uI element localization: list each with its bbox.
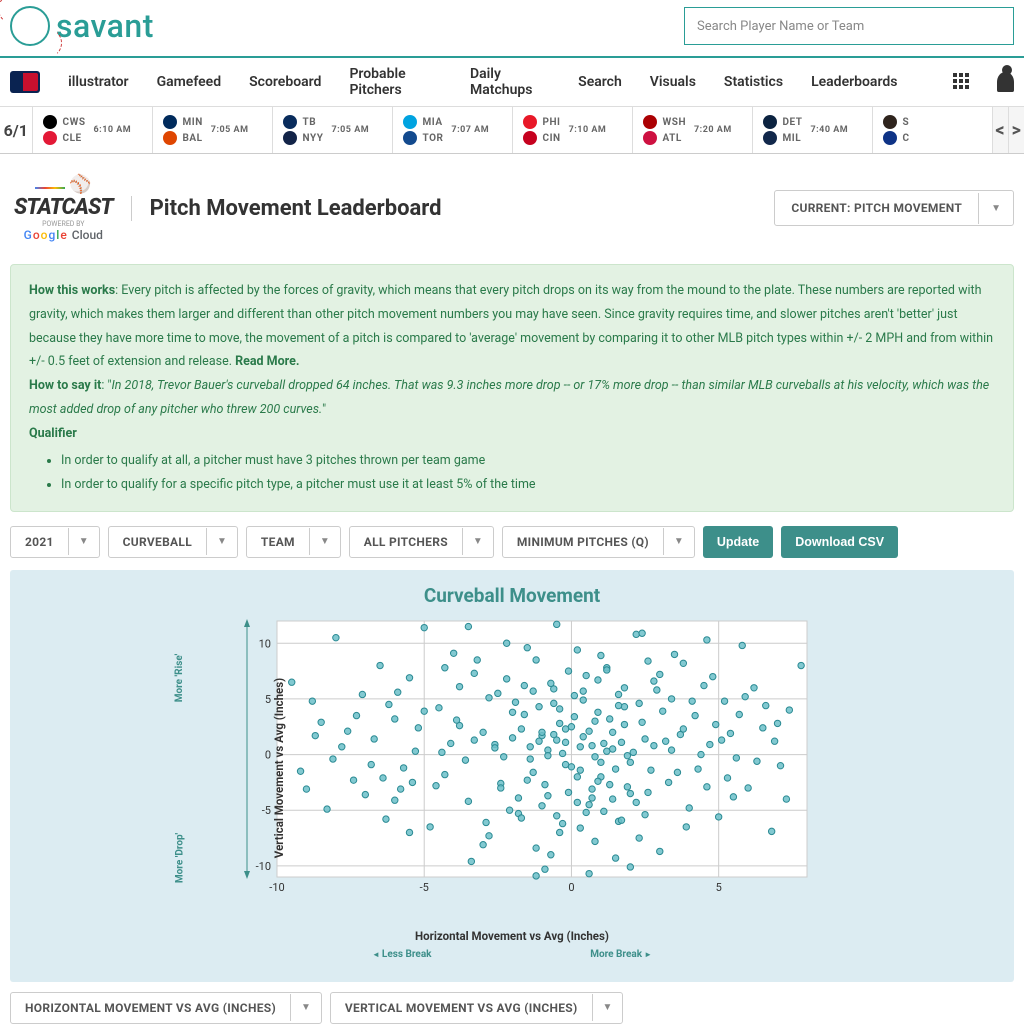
qualifier-item: In order to qualify for a specific pitch… [61,473,995,497]
chart-title: Curveball Movement [20,584,1004,607]
google-cloud-logo: GoogleCloud [24,228,103,242]
nav-link[interactable]: Gamefeed [157,74,222,90]
top-header: savant Search Player Name or Team [0,0,1024,58]
chart-panel: Curveball Movement More 'Rise' More 'Dro… [10,570,1014,982]
scatter-plot: -10 -5 0 5 -10 -5 0 5 10 [237,613,817,903]
statcast-text: STATCAST [14,195,113,220]
current-view-dropdown[interactable]: CURRENT: PITCH MOVEMENT ▼ [774,190,1014,226]
chevron-down-icon: ▼ [309,528,340,555]
y-rise-label: More 'Rise' [174,654,185,703]
svg-text:0: 0 [265,748,271,761]
scorebar-game[interactable]: S C [873,107,993,153]
statcast-logo: ⚾ STATCAST POWERED BY GoogleCloud [14,174,113,242]
scorebar-game[interactable]: DET MIL 7:40 AM [753,107,873,153]
x-axis-label: Horizontal Movement vs Avg (Inches) [20,929,1004,943]
chevron-down-icon: ▼ [978,193,1013,224]
pitchers-dropdown[interactable]: ALL PITCHERS▼ [349,526,494,558]
read-more-link[interactable]: Read More. [235,354,299,369]
x-more-break-label: More Break [590,949,652,960]
scorebar-game[interactable]: MIA TOR 7:07 AM [393,107,513,153]
scorebar-game[interactable]: WSH ATL 7:20 AM [633,107,753,153]
nav-link[interactable]: Daily Matchups [470,66,550,98]
chevron-down-icon: ▼ [462,528,493,555]
scorebar-game[interactable]: CWS CLE 6:10 AM [33,107,153,153]
svg-text:5: 5 [716,881,722,894]
mlb-logo-icon[interactable] [10,71,40,93]
svg-text:5: 5 [265,693,271,706]
page-title: Pitch Movement Leaderboard [131,196,442,221]
info-qualifier-label: Qualifier [29,426,77,441]
filter-bar: 2021▼ CURVEBALL▼ TEAM▼ ALL PITCHERS▼ MIN… [0,522,1024,570]
svg-text:-10: -10 [269,881,284,894]
y-axis-label: Vertical Movement vs Avg (Inches) [272,678,286,858]
scorebar-game[interactable]: MIN BAL 7:05 AM [153,107,273,153]
svg-text:0: 0 [568,881,574,894]
scorebar-next-button[interactable]: > [1009,107,1024,153]
nav-link[interactable]: Search [578,74,622,90]
nav-link[interactable]: Leaderboards [811,74,897,90]
brand-text: savant [56,7,154,45]
svg-text:-5: -5 [420,881,429,894]
chevron-down-icon: ▼ [592,994,623,1021]
scorebar: 6/1 CWS CLE 6:10 AM MIN BAL 7:05 AM TB N… [0,107,1024,154]
scorebar-game[interactable]: TB NYY 7:05 AM [273,107,393,153]
nav-link[interactable]: Visuals [650,74,696,90]
nav-link[interactable]: Statistics [724,74,783,90]
search-input[interactable]: Search Player Name or Team [684,7,1014,45]
baseball-icon [10,6,50,46]
page-head: ⚾ STATCAST POWERED BY GoogleCloud Pitch … [0,154,1024,258]
user-icon[interactable] [997,72,1014,92]
min-pitches-dropdown[interactable]: MINIMUM PITCHES (Q)▼ [502,526,695,558]
chevron-down-icon: ▼ [663,528,694,555]
apps-grid-icon[interactable] [953,73,969,91]
qualifier-item: In order to qualify at all, a pitcher mu… [61,449,995,473]
scorebar-game[interactable]: PHI CIN 7:10 AM [513,107,633,153]
info-how-works-label: How this works [29,283,115,298]
team-dropdown[interactable]: TEAM▼ [246,526,341,558]
nav-link[interactable]: Probable Pitchers [349,66,442,98]
x-axis-dropdown[interactable]: HORIZONTAL MOVEMENT VS AVG (INCHES)▼ [10,992,322,1024]
info-how-say-text: In 2018, Trevor Bauer's curveball droppe… [29,378,989,417]
brand-logo[interactable]: savant [10,6,154,46]
info-box: How this works: Every pitch is affected … [10,264,1014,512]
chevron-down-icon: ▼ [206,528,237,555]
y-drop-label: More 'Drop' [175,833,186,883]
download-csv-button[interactable]: Download CSV [781,526,898,558]
nav-link[interactable]: Scoreboard [249,74,321,90]
main-nav: illustrator Gamefeed Scoreboard Probable Pi… [0,58,1024,107]
info-how-say-label: How to say it [29,378,101,393]
svg-text:-5: -5 [262,804,271,817]
pitch-type-dropdown[interactable]: CURVEBALL▼ [108,526,238,558]
svg-text:-10: -10 [256,860,271,873]
scorebar-prev-button[interactable]: < [993,107,1009,153]
y-axis-dropdown[interactable]: VERTICAL MOVEMENT VS AVG (INCHES)▼ [330,992,624,1024]
scorebar-date: 6/1 [0,107,33,153]
year-dropdown[interactable]: 2021▼ [10,526,100,558]
info-how-works-text: : Every pitch is affected by the forces … [29,283,993,369]
current-view-label: CURRENT: PITCH MOVEMENT [775,191,978,225]
x-less-break-label: Less Break [372,949,432,960]
chevron-down-icon: ▼ [290,994,321,1021]
axis-filter-bar: HORIZONTAL MOVEMENT VS AVG (INCHES)▼ VER… [0,982,1024,1034]
svg-text:10: 10 [259,637,271,650]
chevron-down-icon: ▼ [68,528,99,555]
nav-link[interactable]: illustrator [68,74,128,90]
update-button[interactable]: Update [703,526,773,558]
